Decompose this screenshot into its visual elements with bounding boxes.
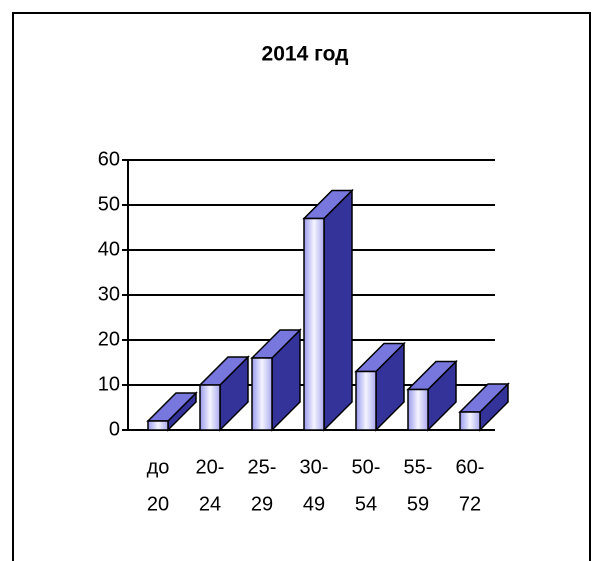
bar-side	[323, 188, 353, 432]
x-tick-label: до	[147, 456, 170, 478]
y-tick-label: 40	[98, 238, 120, 260]
bar	[303, 217, 325, 431]
x-tick-label: 59	[407, 493, 429, 515]
y-tick-label: 10	[98, 373, 120, 395]
x-tick-label: 50-	[352, 456, 381, 478]
x-tick-label: 29	[251, 493, 273, 515]
bar	[355, 370, 377, 431]
x-tick-label: 20	[147, 493, 169, 515]
x-tick-label: 72	[459, 493, 481, 515]
x-tick-label: 49	[303, 493, 325, 515]
bar	[251, 357, 273, 431]
y-tick-label: 50	[98, 193, 120, 215]
x-tick-label: 55-	[404, 456, 433, 478]
x-tick-label: 30-	[300, 456, 329, 478]
chart-title: 2014 год	[262, 43, 349, 66]
x-tick-label: 25-	[248, 456, 277, 478]
x-tick-label: 60-	[456, 456, 485, 478]
frame	[12, 12, 591, 561]
x-tick-label: 54	[355, 493, 377, 515]
bar	[459, 411, 481, 431]
bar	[199, 384, 221, 431]
x-tick-label: 24	[199, 493, 221, 515]
bar	[407, 388, 429, 431]
x-tick-label: 20-	[196, 456, 225, 478]
bar	[147, 420, 169, 431]
y-tick-label: 0	[109, 418, 120, 440]
y-tick-label: 60	[98, 148, 120, 170]
y-tick-label: 20	[98, 328, 120, 350]
y-tick-label: 30	[98, 283, 120, 305]
